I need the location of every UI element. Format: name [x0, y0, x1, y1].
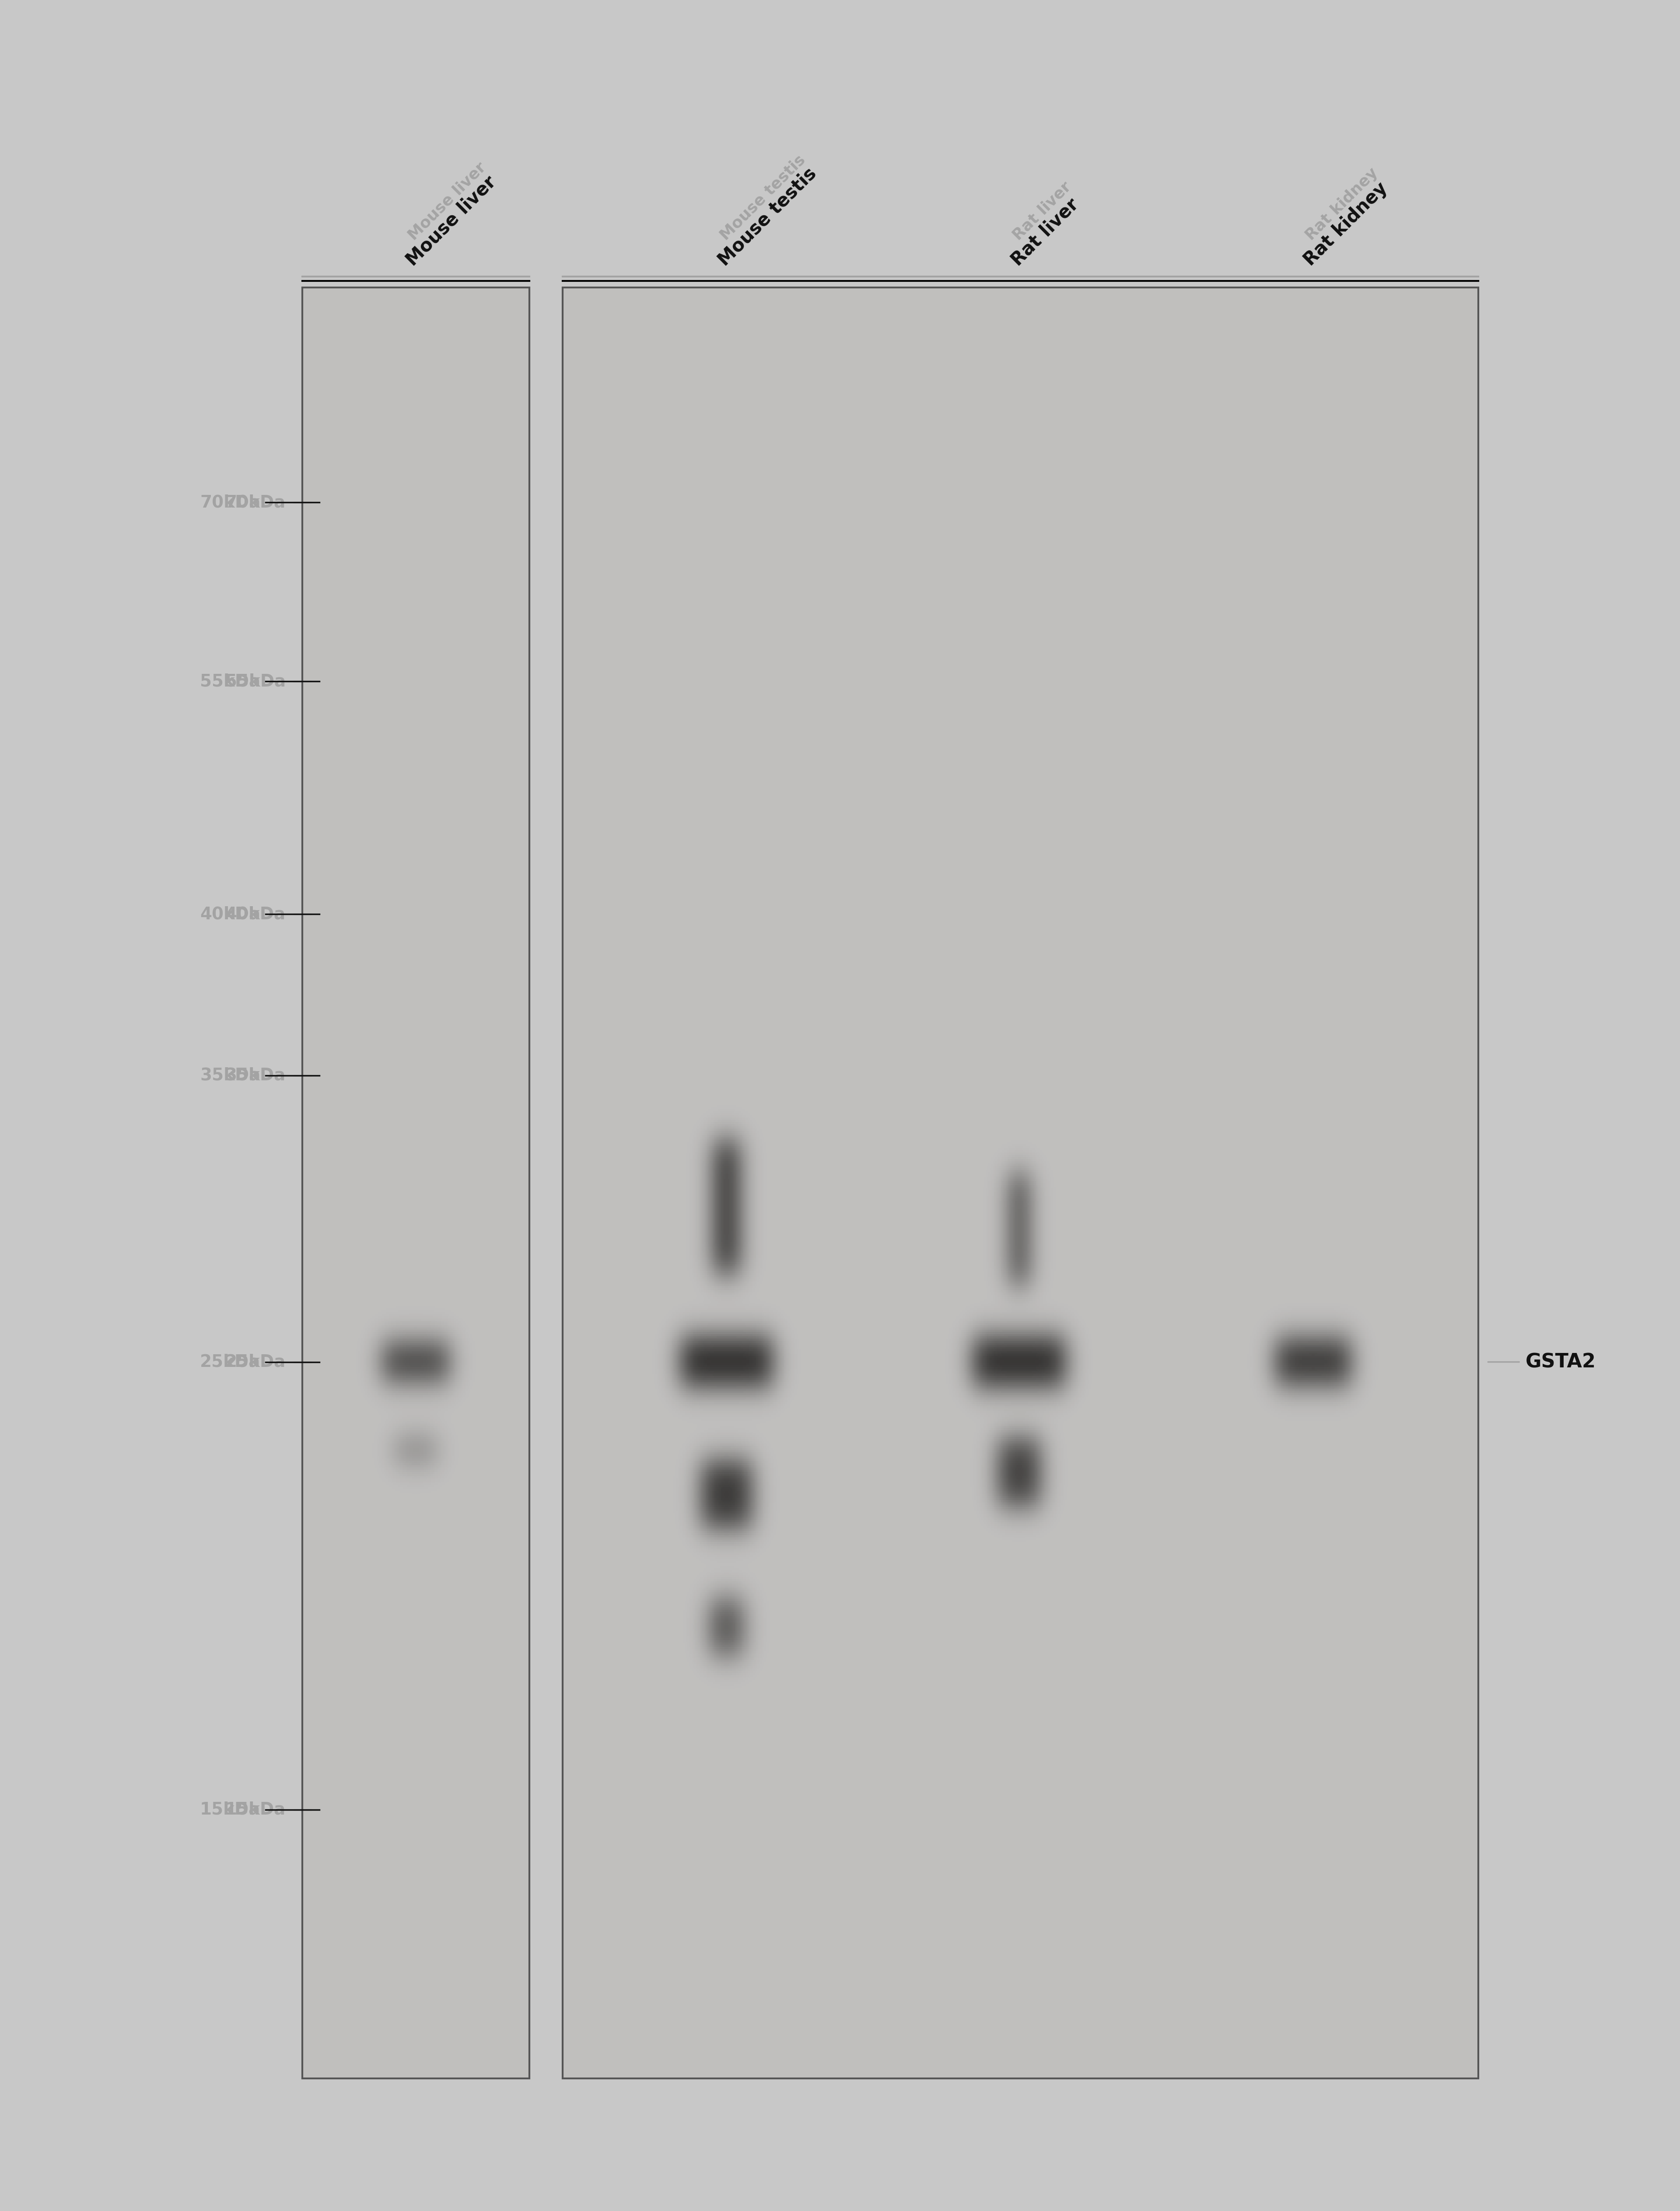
- Text: 40kDa: 40kDa: [225, 907, 286, 922]
- Text: Rat liver: Rat liver: [1008, 195, 1082, 270]
- Text: 25kDa: 25kDa: [200, 1353, 260, 1371]
- Text: 55kDa: 55kDa: [200, 672, 260, 690]
- Bar: [302, 287, 529, 2078]
- Text: 25kDa: 25kDa: [225, 1353, 286, 1371]
- Text: 15kDa: 15kDa: [225, 1802, 286, 1817]
- Text: 15kDa: 15kDa: [200, 1802, 260, 1817]
- Text: Rat kidney: Rat kidney: [1304, 166, 1381, 243]
- Bar: [302, 287, 529, 2078]
- Text: Mouse liver: Mouse liver: [403, 172, 499, 270]
- Bar: [563, 287, 1478, 2078]
- Bar: [563, 287, 1478, 2078]
- Text: 40kDa: 40kDa: [200, 907, 260, 922]
- Text: Mouse testis: Mouse testis: [714, 164, 820, 270]
- Text: Rat liver: Rat liver: [1010, 179, 1074, 243]
- Text: Mouse liver: Mouse liver: [405, 159, 489, 243]
- Text: Rat kidney: Rat kidney: [1300, 179, 1391, 270]
- Text: 35kDa: 35kDa: [225, 1068, 286, 1083]
- Text: 70kDa: 70kDa: [225, 493, 286, 511]
- Text: GSTA2: GSTA2: [1525, 1353, 1596, 1371]
- Text: 35kDa: 35kDa: [200, 1068, 260, 1083]
- Text: 55kDa: 55kDa: [225, 672, 286, 690]
- Text: Mouse testis: Mouse testis: [717, 153, 808, 243]
- Text: 70kDa: 70kDa: [200, 493, 260, 511]
